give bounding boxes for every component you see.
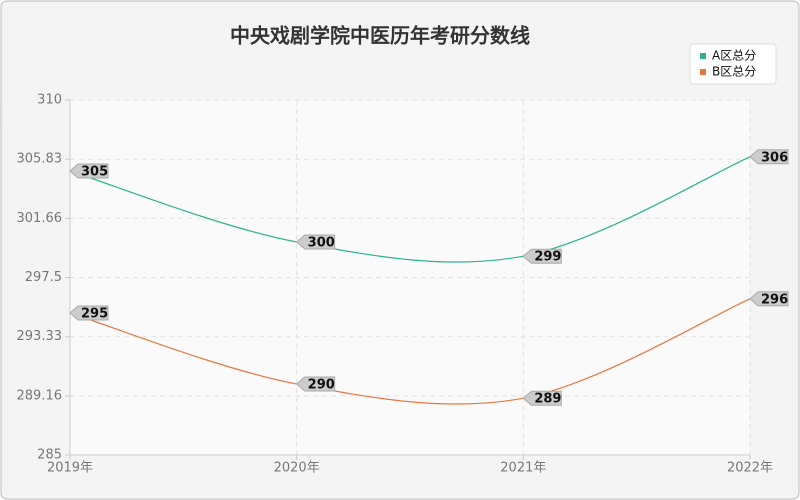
x-tick-label: 2022年	[727, 461, 773, 476]
x-tick-label: 2020年	[274, 461, 320, 476]
legend-swatch	[700, 53, 706, 59]
series-line	[69, 298, 751, 405]
x-tick-label: 2021年	[500, 461, 546, 476]
data-label: 299	[534, 250, 561, 265]
plot-area	[70, 100, 750, 455]
data-label: 290	[308, 378, 335, 393]
data-label: 300	[308, 236, 335, 251]
x-tick-label: 2019年	[47, 461, 93, 476]
y-tick-label: 310	[37, 93, 62, 108]
y-tick-label: 289.16	[17, 388, 63, 403]
data-label-box	[749, 149, 789, 165]
y-tick-label: 285	[37, 448, 62, 463]
y-tick-label: 301.66	[17, 211, 63, 226]
data-label: 289	[534, 392, 561, 407]
data-label-box	[69, 305, 109, 321]
series-line	[69, 156, 751, 263]
data-label-box	[749, 291, 789, 307]
data-label-box	[522, 248, 562, 264]
data-label: 306	[761, 150, 788, 165]
y-tick-label: 293.33	[17, 329, 63, 344]
data-label: 296	[761, 292, 788, 307]
data-label-box	[295, 376, 336, 392]
chart-title: 中央戏剧学院中医历年考研分数线	[230, 24, 530, 48]
data-label-box	[522, 390, 562, 406]
y-tick-label: 297.5	[25, 270, 62, 285]
data-label: 295	[81, 307, 108, 322]
y-tick-label: 305.83	[17, 152, 63, 167]
legend-box	[689, 43, 777, 85]
data-label-box	[69, 163, 109, 179]
legend-label: B区总分	[712, 65, 756, 79]
data-label: 305	[81, 165, 108, 180]
data-label-box	[295, 234, 336, 250]
legend-swatch	[700, 69, 706, 75]
legend-label: A区总分	[712, 49, 756, 63]
